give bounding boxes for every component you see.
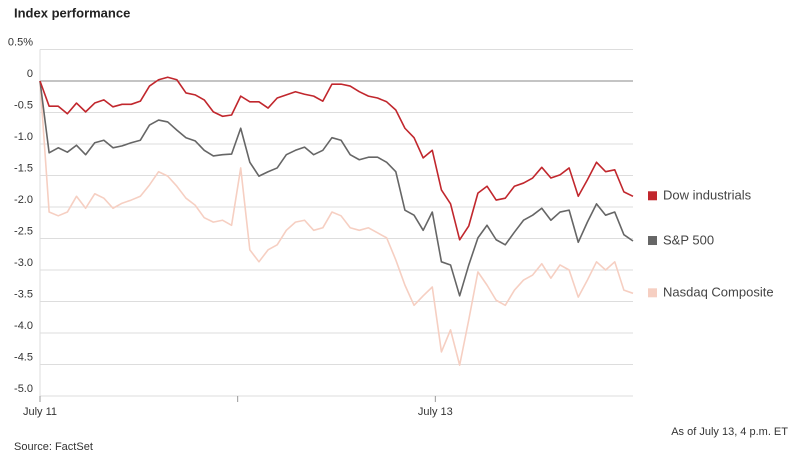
y-tick-label: -2.5 <box>14 225 33 237</box>
y-tick-label: -0.5 <box>14 99 33 111</box>
series-line <box>39 80 634 297</box>
x-tick-label: July 11 <box>23 406 57 418</box>
legend-swatch <box>648 236 657 246</box>
source: Source: FactSet <box>14 441 93 453</box>
legend-label: Dow industrials <box>663 188 752 203</box>
y-tick-label: -3.5 <box>14 288 33 300</box>
chart-title: Index performance <box>14 5 130 20</box>
legend-swatch <box>648 191 657 201</box>
legend-label: Nasdaq Composite <box>663 285 774 300</box>
y-tick-label: 0 <box>27 68 33 80</box>
legend-swatch <box>648 288 657 298</box>
x-tick-label: July 13 <box>418 406 453 418</box>
series-line <box>39 76 634 241</box>
y-tick-label: -2.0 <box>14 194 33 206</box>
y-tick-label: 0.5% <box>8 36 33 48</box>
y-tick-label: -4.5 <box>14 351 33 363</box>
note: As of July 13, 4 p.m. ET <box>671 426 788 438</box>
y-tick-label: -3.0 <box>14 257 33 269</box>
series-line <box>39 80 634 366</box>
y-tick-label: -1.0 <box>14 131 33 143</box>
y-tick-label: -5.0 <box>14 383 33 395</box>
legend-label: S&P 500 <box>663 232 714 247</box>
y-tick-label: -4.0 <box>14 320 33 332</box>
y-tick-label: -1.5 <box>14 162 33 174</box>
